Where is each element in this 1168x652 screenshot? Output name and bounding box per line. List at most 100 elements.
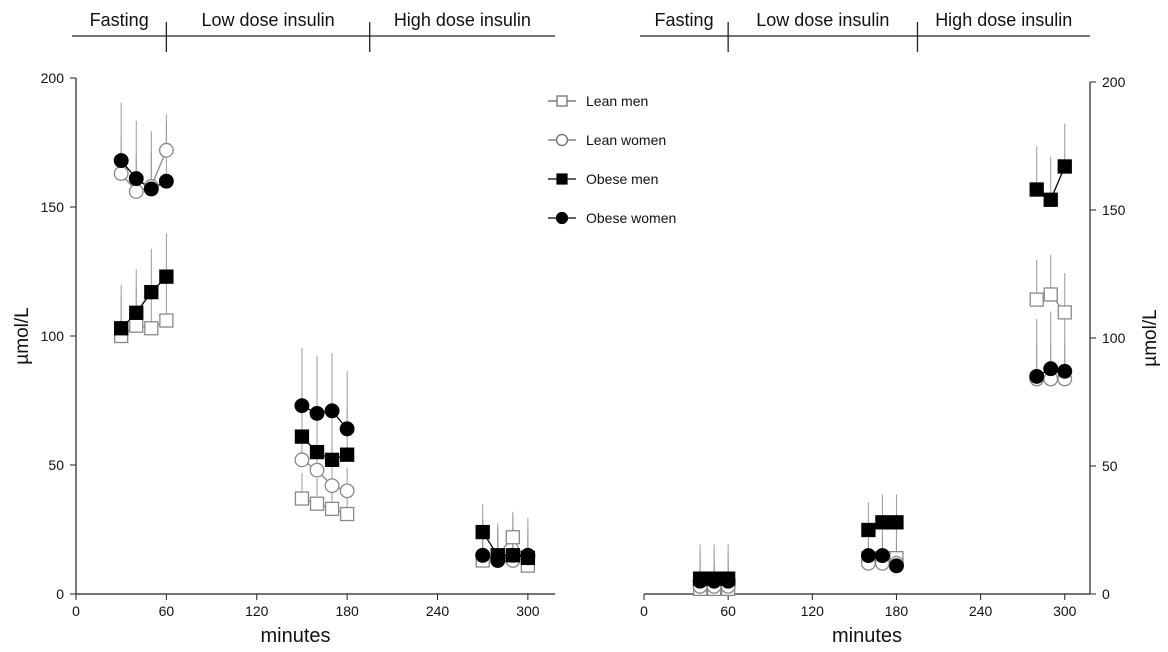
legend-label: Obese women — [586, 210, 676, 226]
data-point — [1029, 182, 1044, 197]
data-point — [475, 524, 490, 540]
legend-label: Lean women — [586, 132, 666, 148]
data-point — [505, 530, 520, 545]
phase-label: Low dose insulin — [756, 10, 889, 30]
data-point — [159, 313, 174, 328]
series-line — [120, 276, 167, 329]
data-point — [324, 403, 340, 419]
y-tick-label: 50 — [1102, 458, 1118, 474]
data-point — [309, 444, 325, 460]
data-point — [1057, 159, 1072, 174]
phase-label: Fasting — [90, 10, 149, 30]
data-point — [309, 462, 325, 478]
x-tick-label: 0 — [72, 603, 80, 619]
legend-marker — [555, 211, 569, 225]
data-point — [874, 548, 890, 564]
legend-label: Lean men — [586, 93, 648, 109]
data-point — [1029, 292, 1044, 307]
phase-label: Low dose insulin — [202, 10, 335, 30]
data-point — [158, 142, 174, 158]
data-point — [520, 547, 536, 563]
data-point — [505, 547, 521, 563]
data-point — [309, 496, 325, 511]
series-line — [120, 160, 167, 190]
series-line — [482, 554, 528, 562]
chart-legend: Lean men Lean women Obese men Obese women — [548, 93, 676, 226]
x-tick-label: 240 — [969, 603, 993, 619]
x-tick-label: 300 — [516, 603, 540, 619]
y-axis-label: µmol/L — [1140, 309, 1161, 366]
y-axis-label: µmol/L — [12, 307, 33, 364]
y-tick-label: 0 — [1102, 586, 1110, 602]
data-point — [889, 515, 904, 530]
x-tick-label: 120 — [801, 603, 825, 619]
series-line — [301, 497, 348, 515]
y-tick-label: 150 — [1102, 202, 1126, 218]
data-point — [1043, 361, 1059, 377]
data-point — [113, 166, 129, 181]
left-panel: Fasting Low dose insulin High dose insulin… — [12, 10, 555, 647]
x-axis-label: minutes — [832, 625, 902, 647]
data-point — [143, 181, 159, 197]
phase-label: High dose insulin — [394, 10, 531, 30]
legend-marker — [556, 95, 568, 107]
data-point — [294, 491, 310, 506]
y-tick-label: 0 — [56, 586, 64, 602]
y-tick-label: 150 — [41, 199, 65, 215]
legend-label: Obese men — [586, 171, 658, 187]
x-tick-label: 60 — [159, 603, 175, 619]
y-tick-label: 200 — [1102, 74, 1126, 90]
data-point — [294, 429, 310, 444]
x-tick-label: 180 — [885, 603, 909, 619]
data-point — [129, 305, 144, 320]
right-panel: Fasting Low dose insulin High dose insulin… — [640, 10, 1161, 647]
data-point — [860, 548, 876, 564]
data-point — [114, 321, 129, 336]
data-point — [339, 483, 355, 499]
data-point — [144, 284, 159, 300]
data-point — [158, 173, 174, 189]
x-tick-label: 60 — [720, 603, 736, 619]
data-point — [1057, 363, 1073, 379]
data-point — [129, 318, 144, 333]
data-point — [339, 506, 355, 522]
data-point — [339, 447, 355, 462]
x-tick-label: 300 — [1053, 603, 1077, 619]
data-point — [861, 522, 876, 538]
data-point — [144, 321, 159, 336]
data-point — [1043, 287, 1058, 302]
series-line — [301, 405, 348, 430]
legend-marker — [555, 133, 569, 147]
data-point — [706, 573, 722, 589]
series-line — [482, 531, 528, 559]
data-point — [309, 405, 325, 421]
data-point — [1057, 305, 1072, 320]
series-line — [120, 319, 167, 337]
data-point — [324, 452, 340, 467]
data-point — [128, 184, 144, 199]
data-point — [692, 573, 708, 589]
y-tick-label: 50 — [48, 457, 64, 473]
data-point — [159, 269, 174, 284]
data-point — [128, 171, 144, 187]
x-axis-label: minutes — [260, 625, 330, 647]
data-point — [339, 421, 355, 437]
x-tick-label: 180 — [335, 603, 359, 619]
x-tick-label: 240 — [426, 603, 450, 619]
data-point — [113, 153, 129, 169]
y-tick-label: 100 — [1102, 330, 1126, 346]
data-point — [475, 547, 491, 563]
series-line — [120, 149, 167, 193]
data-point — [1043, 192, 1058, 207]
data-point — [324, 478, 340, 494]
x-tick-label: 120 — [245, 603, 269, 619]
data-point — [490, 553, 506, 568]
series-line — [301, 459, 348, 492]
data-point — [875, 515, 890, 530]
series-line — [301, 436, 348, 461]
y-tick-label: 100 — [41, 328, 65, 344]
x-tick-label: 0 — [640, 603, 648, 619]
data-point — [324, 501, 340, 517]
data-point — [294, 398, 310, 414]
